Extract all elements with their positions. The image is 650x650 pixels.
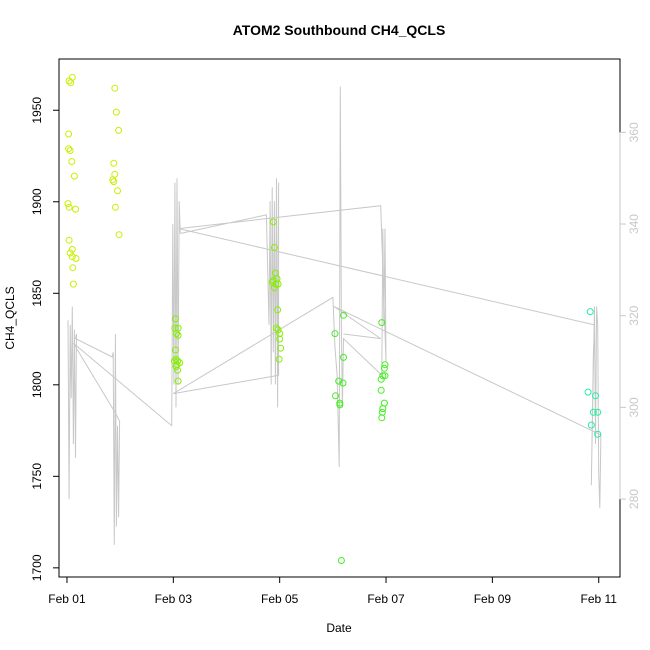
y2-tick-label: 320 xyxy=(627,305,641,325)
data-point xyxy=(337,557,345,564)
x-tick-label: Feb 09 xyxy=(474,592,512,606)
data-point xyxy=(340,353,347,361)
data-point xyxy=(594,408,602,416)
data-point xyxy=(69,280,77,288)
data-point xyxy=(377,386,385,394)
data-point xyxy=(378,414,386,422)
data-point xyxy=(65,203,73,211)
data-point xyxy=(66,249,74,257)
data-point xyxy=(112,108,120,116)
y-axis-right: 280 300 320 340 360 xyxy=(619,122,641,509)
data-point xyxy=(339,379,347,387)
y-tick-label: 1800 xyxy=(30,371,44,398)
points-layer xyxy=(64,73,602,564)
data-point xyxy=(379,405,387,413)
data-point xyxy=(276,330,284,338)
data-point xyxy=(277,344,285,352)
data-point xyxy=(173,330,180,338)
data-point xyxy=(377,375,385,383)
data-point xyxy=(72,205,79,213)
data-point xyxy=(274,326,282,334)
data-point xyxy=(379,372,387,380)
data-point xyxy=(586,308,594,316)
data-point xyxy=(115,231,123,239)
data-point xyxy=(592,392,599,400)
x-tick-label: Feb 03 xyxy=(155,592,193,606)
data-point xyxy=(174,331,182,339)
data-point xyxy=(381,372,389,380)
data-point xyxy=(378,319,386,327)
data-point xyxy=(335,377,343,385)
y-tick-label: 1900 xyxy=(30,188,44,215)
data-point xyxy=(587,421,595,429)
data-point xyxy=(275,355,283,363)
data-point xyxy=(110,159,118,167)
chart-title: ATOM2 Southbound CH4_QCLS xyxy=(233,22,446,38)
data-point xyxy=(584,388,592,396)
data-point xyxy=(111,203,119,211)
data-point xyxy=(589,408,597,416)
data-point xyxy=(174,377,182,385)
data-point xyxy=(65,77,73,85)
y-tick-label: 1950 xyxy=(30,97,44,124)
data-point xyxy=(68,158,76,165)
x-tick-label: Feb 11 xyxy=(580,592,617,606)
data-point xyxy=(69,264,77,272)
data-point xyxy=(115,126,123,134)
data-point xyxy=(276,335,284,343)
data-point xyxy=(340,311,347,319)
data-point xyxy=(65,236,73,244)
x-tick-label: Feb 05 xyxy=(261,592,299,606)
data-point xyxy=(172,315,179,323)
data-point xyxy=(70,172,78,180)
data-point xyxy=(72,255,80,262)
data-point xyxy=(174,366,182,374)
data-point xyxy=(172,363,180,370)
data-point xyxy=(68,245,76,253)
y-axis-left: 1700 1750 1800 1850 1900 1950 xyxy=(30,97,60,581)
data-point xyxy=(270,284,278,292)
x-axis: Feb 01 Feb 03 Feb 05 Feb 07 Feb 09 Feb 11 xyxy=(48,576,617,606)
data-point xyxy=(64,200,72,208)
y2-tick-label: 280 xyxy=(627,489,641,509)
x-axis-label: Date xyxy=(326,621,352,635)
y2-tick-label: 300 xyxy=(627,397,641,417)
trace-layer xyxy=(67,86,602,545)
data-point xyxy=(176,359,184,367)
data-point xyxy=(172,346,179,354)
y-tick-label: 1700 xyxy=(30,554,44,581)
x-tick-label: Feb 07 xyxy=(367,592,405,606)
y-tick-label: 1750 xyxy=(30,463,44,490)
y2-tick-label: 340 xyxy=(627,214,641,234)
y-tick-label: 1850 xyxy=(30,280,44,307)
data-point xyxy=(332,392,339,400)
data-point xyxy=(331,330,339,338)
data-point xyxy=(114,187,121,195)
data-point xyxy=(109,176,117,184)
data-point xyxy=(111,84,119,92)
data-point xyxy=(594,430,602,438)
data-point xyxy=(67,79,75,87)
data-point xyxy=(270,244,278,251)
data-point xyxy=(110,178,118,186)
data-point xyxy=(273,324,280,332)
data-point xyxy=(66,147,74,154)
data-point xyxy=(381,361,389,369)
data-point xyxy=(274,306,282,314)
data-point xyxy=(274,280,282,288)
data-point xyxy=(336,401,344,409)
x-tick-label: Feb 01 xyxy=(48,592,86,606)
data-point xyxy=(68,253,76,261)
data-point xyxy=(272,280,280,288)
y-axis-label: CH4_QCLS xyxy=(3,286,17,349)
data-point xyxy=(380,364,388,372)
trace-line xyxy=(67,86,602,545)
y2-tick-label: 360 xyxy=(627,122,641,142)
data-point xyxy=(65,145,73,153)
data-point xyxy=(65,130,73,138)
data-point xyxy=(269,218,277,226)
